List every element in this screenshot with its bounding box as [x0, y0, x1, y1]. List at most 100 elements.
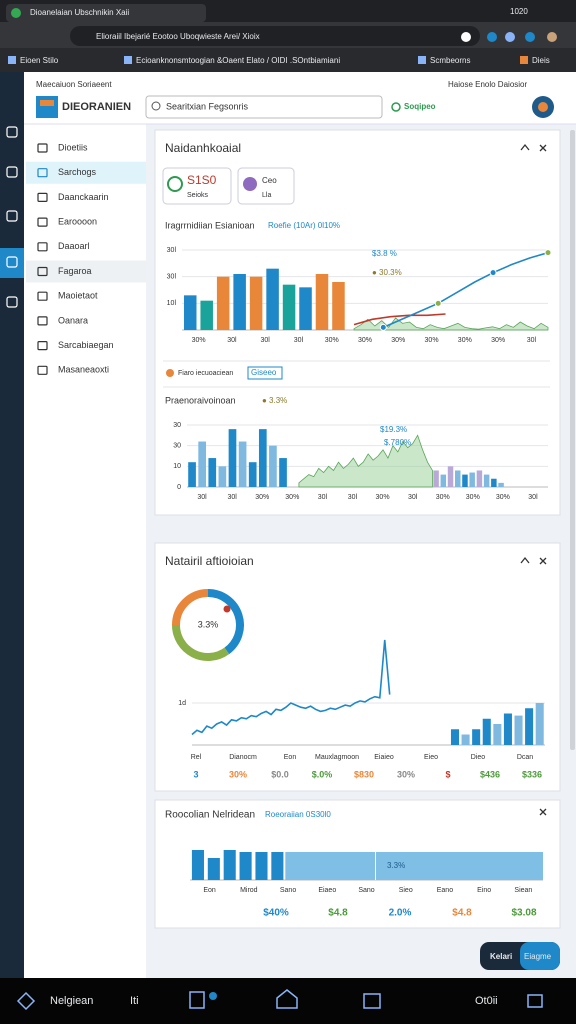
bookmark-icon [124, 56, 132, 64]
scrollbar[interactable] [570, 130, 575, 750]
avatar-center [538, 102, 548, 112]
toolbar-icon[interactable] [547, 32, 557, 42]
donut-segment [172, 624, 230, 661]
sidebar-item[interactable]: Sarcabiaegan [58, 340, 114, 350]
action-button[interactable]: Soqipeo [404, 102, 436, 111]
rail-icon[interactable] [6, 256, 18, 268]
nav-label[interactable]: Iti [130, 995, 139, 1007]
bar [238, 441, 247, 487]
sidebar-item[interactable]: Earoooon [58, 216, 97, 226]
nav-icon[interactable] [16, 991, 36, 1011]
split-button-right[interactable] [520, 942, 560, 970]
sidebar-item[interactable]: Dioetiis [58, 142, 88, 152]
bar [535, 703, 544, 745]
toolbar-icon[interactable] [505, 32, 515, 42]
sidebar-icon [37, 168, 48, 178]
pin-icon[interactable] [520, 556, 530, 564]
bar [207, 858, 220, 880]
x-tick-label: 30l [408, 494, 418, 501]
x-tick-label: 30l [318, 494, 328, 501]
close-icon[interactable] [539, 808, 547, 816]
band-label: 3.3% [387, 861, 405, 870]
chart-subtitle: Roefie (10Ar) 0l10% [268, 221, 340, 230]
nav-icon[interactable] [189, 991, 205, 1009]
sidebar-active[interactable] [26, 161, 146, 184]
chart-title: Iragrrnidiian Esianioan [165, 220, 255, 230]
nav-icon[interactable] [363, 993, 381, 1009]
bookmark: Ecioanknonsmtoogian &Oaent Elato / OIDI … [136, 56, 340, 65]
bar [469, 472, 475, 487]
omnibox[interactable] [70, 26, 480, 46]
band [285, 852, 543, 880]
bar [525, 708, 534, 745]
sidebar-hover[interactable] [26, 260, 146, 283]
rail-icon[interactable] [6, 166, 18, 178]
chart-title: Praenoraivoinoan [165, 395, 236, 405]
sidebar-item[interactable]: Sarchogs [58, 167, 97, 177]
table-value: 2.0% [389, 908, 412, 919]
tab[interactable] [6, 4, 206, 22]
donut-marker [223, 605, 231, 613]
toolbar-icon[interactable] [525, 32, 535, 42]
nav-label[interactable]: Ot0ii [475, 995, 498, 1007]
close-icon[interactable] [539, 144, 547, 152]
bar [332, 282, 345, 330]
bar [482, 718, 491, 745]
sidebar-icon [37, 242, 48, 252]
rail-active[interactable] [0, 248, 24, 278]
bar [476, 470, 483, 487]
rail-icon[interactable] [6, 126, 18, 138]
x-tick-label: 30l [527, 337, 537, 344]
bar [200, 300, 213, 330]
y-tick-label: 30 [173, 422, 181, 429]
toolbar-icon[interactable] [461, 32, 471, 42]
bookmark: Dieis [532, 56, 550, 65]
x-tick-label: 30% [458, 337, 472, 344]
close-icon[interactable] [539, 557, 547, 565]
kpi-icon [243, 177, 257, 191]
x-tick-label: Mirod [240, 887, 258, 894]
sidebar-item[interactable]: Daaoarl [58, 241, 90, 251]
kpi-label: Lla [262, 192, 271, 199]
chart-subtitle: ● 3.3% [262, 396, 287, 405]
sidebar-item[interactable]: Oanara [58, 315, 88, 325]
rail-icon[interactable] [6, 210, 18, 222]
nav-icon[interactable] [527, 994, 543, 1008]
x-tick-label: 30% [436, 494, 450, 501]
sidebar-icon [37, 192, 48, 202]
bookmark: Scmbeorns [430, 56, 470, 65]
card-subtitle: Roeoraiian 0S30l0 [265, 810, 331, 819]
legend-link-box[interactable] [247, 366, 283, 380]
sidebar-item[interactable]: Masaneaoxti [58, 365, 109, 375]
y-tick-label: 1d [178, 700, 186, 707]
bar [183, 295, 197, 330]
kpi-box [237, 167, 295, 205]
bar [239, 852, 252, 880]
x-tick-label: 30% [391, 337, 405, 344]
x-tick-label: Siean [514, 887, 532, 894]
rail-icon[interactable] [6, 296, 18, 308]
point [379, 323, 387, 331]
bar [503, 713, 512, 745]
nav-icon[interactable] [276, 989, 298, 1009]
x-tick-label: 30% [192, 337, 206, 344]
x-tick-label: 30l [197, 494, 207, 501]
x-tick-label: 30% [285, 494, 299, 501]
sidebar-item[interactable]: Daanckaarin [58, 192, 109, 202]
bar [491, 478, 497, 487]
tab-title: Dioanelaian Ubschnikin Xaii [30, 8, 129, 17]
area [353, 317, 549, 331]
sidebar-item[interactable]: Fagaroa [58, 266, 92, 276]
legend-dot [166, 369, 174, 377]
card-title: Roocolian Nelridean [165, 810, 255, 821]
toolbar-icon[interactable] [487, 32, 497, 42]
bar [440, 474, 447, 487]
search-box[interactable] [145, 95, 383, 119]
sidebar-item[interactable]: Maoietaot [58, 291, 98, 301]
bar [269, 445, 277, 487]
sidebar-icon [37, 341, 48, 351]
table-value: $336 [522, 769, 542, 779]
donut-segment [172, 589, 209, 626]
pin-icon[interactable] [520, 143, 530, 151]
nav-label[interactable]: Nelgiean [50, 995, 93, 1007]
